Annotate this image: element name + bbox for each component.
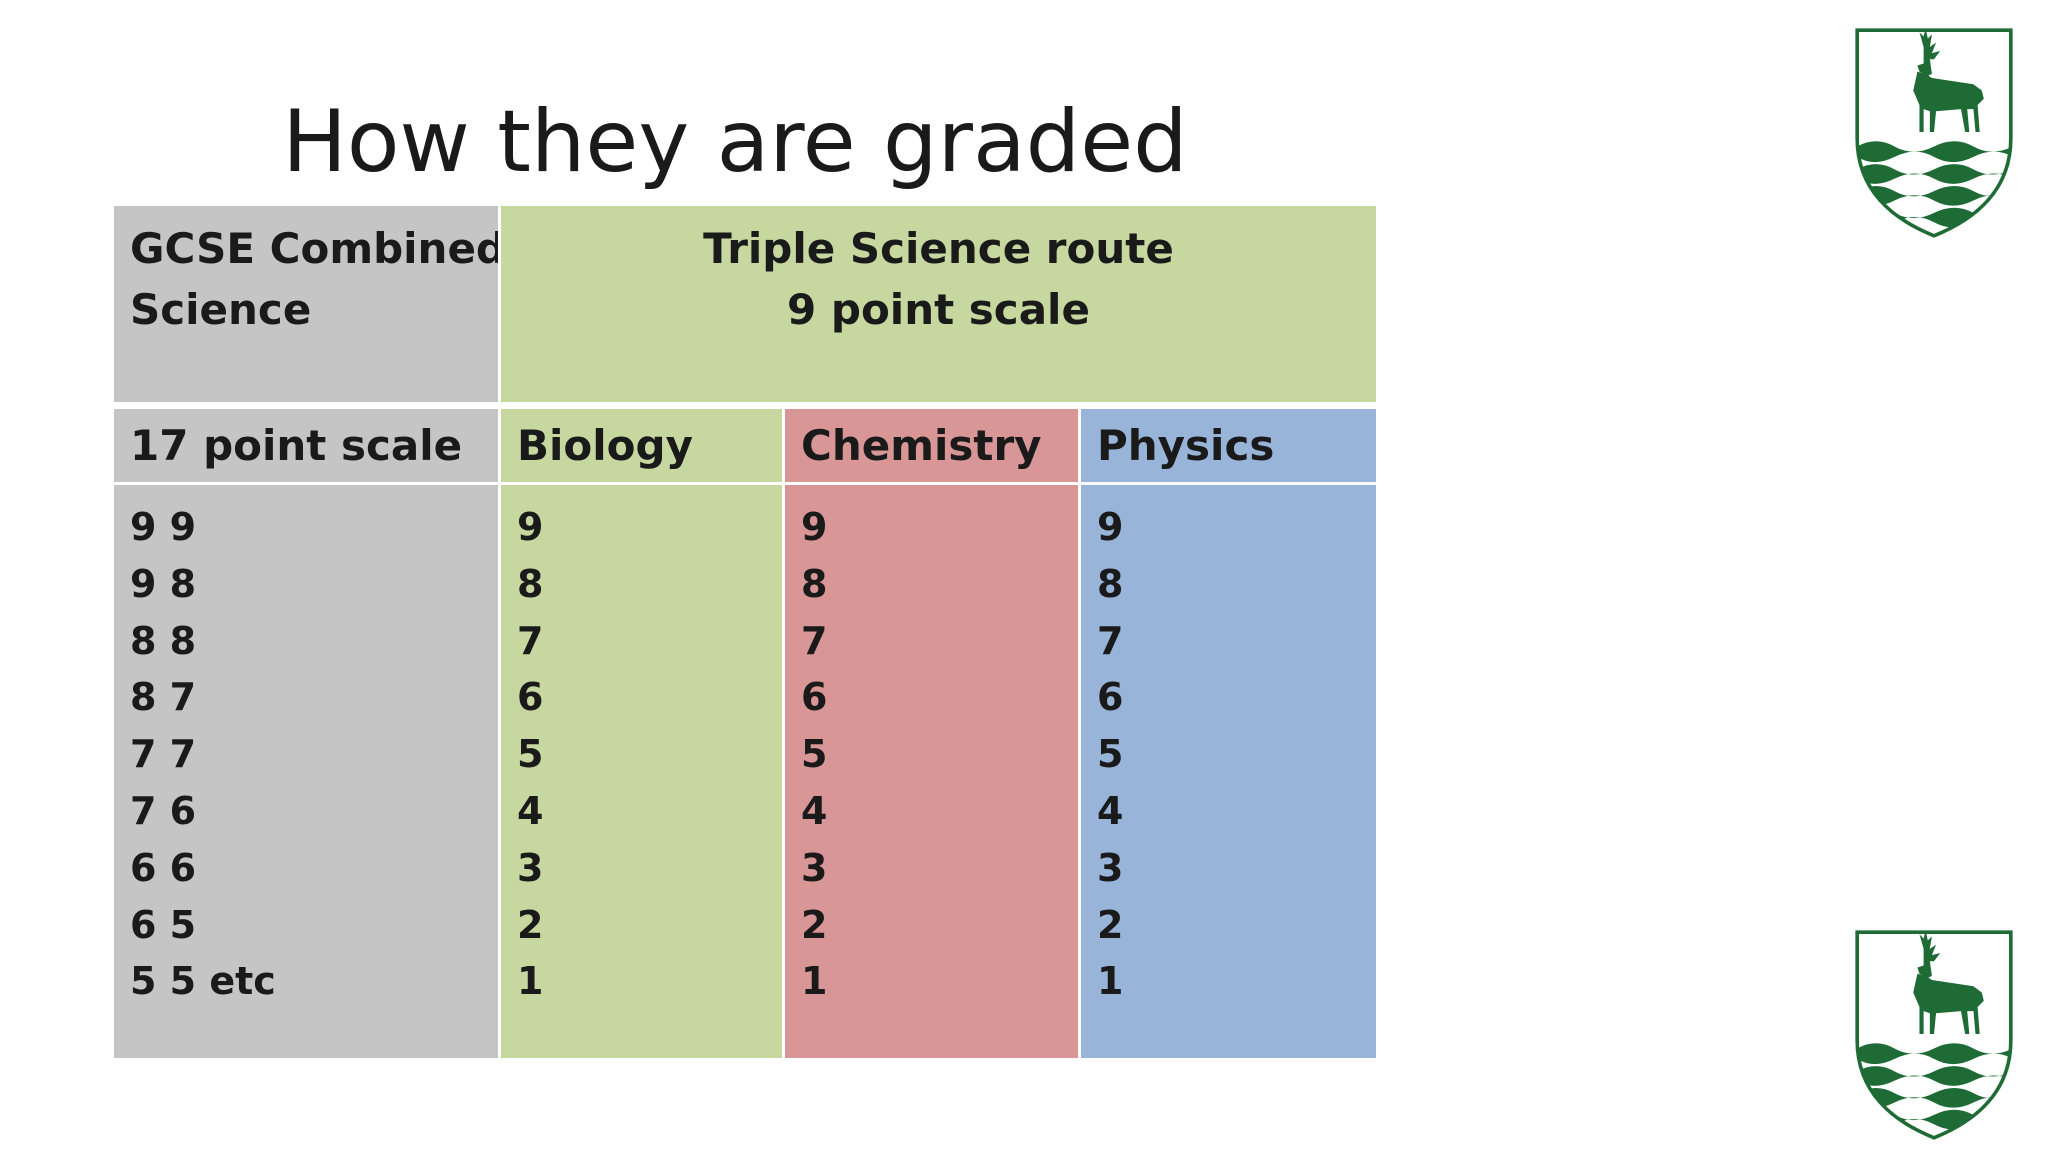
table-cell: 7 6	[130, 783, 498, 840]
table-cell: 3	[1097, 840, 1376, 897]
header-triple-line: 9 point scale	[501, 279, 1376, 340]
table-cell: 7	[801, 613, 1078, 670]
column-heading-17-point: 17 point scale	[114, 409, 498, 482]
table-cell: 6	[801, 669, 1078, 726]
table-cell: 6 6	[130, 840, 498, 897]
table-cell: 9	[1097, 499, 1376, 556]
table-cell: 2	[801, 897, 1078, 954]
column-heading-biology: Biology	[501, 409, 782, 482]
table-cell: 4	[517, 783, 782, 840]
header-combined-science: GCSE Combined Science	[114, 206, 498, 402]
table-cell: 6 5	[130, 897, 498, 954]
table-cell: 5	[517, 726, 782, 783]
column-heading-chemistry: Chemistry	[785, 409, 1078, 482]
table-cell: 9 8	[130, 556, 498, 613]
column-physics-values: 9 8 7 6 5 4 3 2 1	[1081, 485, 1376, 1058]
grading-table: GCSE Combined Science Triple Science rou…	[114, 206, 1376, 1058]
table-cell: 6	[1097, 669, 1376, 726]
column-heading-physics: Physics	[1081, 409, 1376, 482]
column-17-point-values: 9 9 9 8 8 8 8 7 7 7 7 6 6 6 6 5 5 5 etc	[114, 485, 498, 1058]
header-triple-science: Triple Science route 9 point scale	[501, 206, 1376, 402]
stag-crest-icon	[1850, 24, 2018, 242]
header-combined-line: GCSE Combined	[130, 218, 498, 279]
table-cell: 5	[801, 726, 1078, 783]
table-cell: 3	[801, 840, 1078, 897]
table-cell: 8	[517, 556, 782, 613]
table-cell: 4	[801, 783, 1078, 840]
slide-title: How they are graded	[0, 92, 1470, 192]
table-cell: 7	[1097, 613, 1376, 670]
table-cell: 1	[517, 953, 782, 1010]
column-chemistry-values: 9 8 7 6 5 4 3 2 1	[785, 485, 1078, 1058]
table-cell: 5	[1097, 726, 1376, 783]
table-cell: 8 7	[130, 669, 498, 726]
header-combined-line: Science	[130, 279, 498, 340]
table-cell: 7 7	[130, 726, 498, 783]
table-cell: 2	[517, 897, 782, 954]
table-cell: 4	[1097, 783, 1376, 840]
table-cell: 2	[1097, 897, 1376, 954]
stag-crest-icon	[1850, 926, 2018, 1144]
table-cell: 5 5 etc	[130, 953, 498, 1010]
table-cell: 9	[517, 499, 782, 556]
table-cell: 6	[517, 669, 782, 726]
table-cell: 9 9	[130, 499, 498, 556]
table-cell: 1	[801, 953, 1078, 1010]
table-cell: 1	[1097, 953, 1376, 1010]
column-biology-values: 9 8 7 6 5 4 3 2 1	[501, 485, 782, 1058]
header-triple-line: Triple Science route	[501, 218, 1376, 279]
table-cell: 8	[1097, 556, 1376, 613]
table-cell: 8 8	[130, 613, 498, 670]
table-cell: 8	[801, 556, 1078, 613]
table-cell: 3	[517, 840, 782, 897]
table-cell: 7	[517, 613, 782, 670]
table-cell: 9	[801, 499, 1078, 556]
